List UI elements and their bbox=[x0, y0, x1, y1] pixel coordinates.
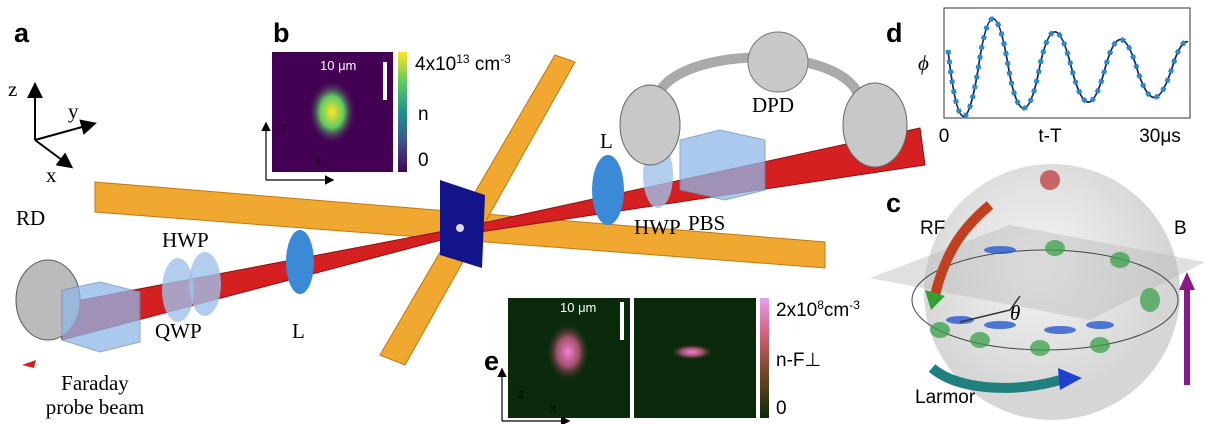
detector bbox=[620, 85, 680, 165]
t: -3 bbox=[849, 298, 860, 312]
spin-cluster bbox=[1040, 170, 1060, 190]
x-label: t-T bbox=[1038, 126, 1062, 147]
hwp-left bbox=[162, 258, 194, 322]
cell bbox=[440, 180, 485, 268]
axes-a bbox=[35, 86, 93, 166]
colorbar-name: n-F⊥ bbox=[776, 350, 821, 371]
label: DPD bbox=[752, 93, 794, 117]
label: Faraday bbox=[61, 371, 129, 395]
colorbar-name: n bbox=[418, 104, 429, 125]
axis-label: x bbox=[46, 163, 57, 187]
label: RD bbox=[16, 206, 45, 230]
label: L bbox=[600, 129, 613, 153]
scale-label: 10 μm bbox=[560, 300, 596, 315]
b-arrowhead bbox=[1179, 272, 1195, 290]
detector bbox=[843, 83, 907, 167]
colorbar-max: 4x1013 cm-3 bbox=[415, 52, 511, 75]
panel-label: c bbox=[886, 188, 901, 218]
t: 4x10 bbox=[415, 54, 456, 75]
label: θ bbox=[1010, 301, 1020, 325]
t: 2x10 bbox=[776, 300, 817, 321]
label: QWP bbox=[155, 319, 202, 343]
label: HWP bbox=[162, 228, 209, 252]
label: Larmor bbox=[915, 387, 976, 408]
lens-right bbox=[592, 155, 624, 225]
panel-label: b bbox=[273, 18, 290, 48]
cloud bbox=[546, 322, 590, 382]
axis-label: x bbox=[550, 400, 557, 415]
label: L bbox=[292, 319, 305, 343]
axis-label: y bbox=[68, 99, 79, 123]
panel-label: d bbox=[886, 18, 903, 48]
label: RF bbox=[920, 218, 945, 239]
t: -3 bbox=[500, 52, 511, 66]
axis-label: z bbox=[518, 386, 525, 401]
colorbar-min: 0 bbox=[418, 150, 429, 171]
panel-label: a bbox=[14, 18, 30, 48]
pbs-right bbox=[680, 130, 765, 200]
t: cm bbox=[470, 54, 501, 75]
t: cm bbox=[824, 300, 849, 321]
label: probe beam bbox=[46, 395, 145, 419]
atoms bbox=[456, 224, 464, 232]
cloud bbox=[308, 80, 356, 144]
x-label: 30μs bbox=[1139, 126, 1181, 147]
colorbar-min: 0 bbox=[776, 398, 787, 419]
figure: a z y x RD HWP QWP L Faraday probe beam … bbox=[0, 0, 1210, 424]
scale-label: 10 μm bbox=[320, 58, 356, 73]
pbs-left bbox=[62, 282, 140, 352]
label: HWP bbox=[634, 215, 681, 239]
x-label: 0 bbox=[939, 126, 950, 147]
colorbar bbox=[760, 298, 769, 418]
axis-label: z bbox=[8, 77, 17, 101]
y-label: ϕ bbox=[918, 51, 929, 75]
label: B bbox=[1174, 218, 1187, 239]
plot-frame bbox=[944, 8, 1190, 118]
panel-label: e bbox=[484, 346, 499, 376]
axis-label: x bbox=[315, 152, 322, 167]
qwp bbox=[189, 252, 221, 316]
label: PBS bbox=[688, 211, 725, 235]
cloud bbox=[670, 344, 714, 360]
dpd bbox=[748, 32, 808, 92]
t: 13 bbox=[456, 52, 470, 66]
lens-left bbox=[286, 230, 314, 294]
colorbar bbox=[398, 52, 407, 172]
arrow bbox=[22, 360, 36, 368]
colorbar-max: 2x108cm-3 bbox=[776, 298, 860, 321]
axis-label: z bbox=[280, 120, 287, 135]
